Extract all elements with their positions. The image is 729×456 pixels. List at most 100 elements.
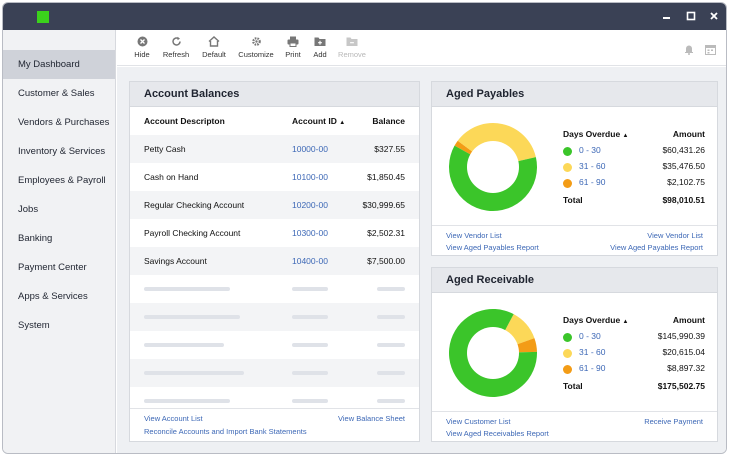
- range-link[interactable]: 61 - 90: [579, 177, 606, 187]
- view-aged-payables-report-link-right[interactable]: View Aged Payables Report: [610, 243, 703, 252]
- total-value: $175,502.75: [657, 381, 705, 391]
- bell-icon[interactable]: [683, 44, 695, 57]
- orange-dot-icon: [563, 365, 572, 374]
- total-row: Total $175,502.75: [563, 381, 705, 397]
- minimize-icon[interactable]: [659, 8, 675, 24]
- sidebar-item-system[interactable]: System: [18, 320, 50, 331]
- add-button[interactable]: Add: [309, 36, 331, 59]
- range-link[interactable]: 0 - 30: [579, 145, 601, 155]
- sidebar-item-inventory-services[interactable]: Inventory & Services: [18, 146, 106, 157]
- sidebar-item-jobs[interactable]: Jobs: [18, 204, 39, 215]
- amount-value: $35,476.50: [662, 161, 705, 171]
- sort-asc-icon: ▲: [339, 120, 346, 126]
- account-description: Savings Account: [144, 256, 207, 266]
- default-button[interactable]: Default: [199, 36, 229, 59]
- account-balance: $327.55: [374, 144, 405, 154]
- account-description: Cash on Hand: [144, 172, 199, 182]
- aged-payables-footer: View Vendor List View Vendor List View A…: [432, 225, 717, 255]
- customize-button[interactable]: Customize: [236, 36, 276, 59]
- remove-button[interactable]: Remove: [337, 36, 367, 59]
- range-link[interactable]: 0 - 30: [579, 331, 601, 341]
- sidebar-item-my-dashboard[interactable]: My Dashboard: [3, 50, 115, 79]
- col-days-overdue-label: Days Overdue: [563, 315, 621, 325]
- col-days-overdue[interactable]: Days Overdue ▲: [563, 315, 629, 325]
- table-row: Savings Account 10400-00 $7,500.00: [130, 247, 419, 275]
- view-account-list-link[interactable]: View Account List: [144, 414, 203, 423]
- account-balance: $1,850.45: [367, 172, 405, 182]
- default-label: Default: [202, 50, 226, 59]
- placeholder-row: [130, 387, 419, 415]
- green-dot-icon: [563, 333, 572, 342]
- table-row: Regular Checking Account 10200-00 $30,99…: [130, 191, 419, 219]
- col-amount[interactable]: Amount: [672, 129, 705, 139]
- col-days-overdue[interactable]: Days Overdue ▲: [563, 129, 629, 139]
- reconcile-accounts-link[interactable]: Reconcile Accounts and Import Bank State…: [144, 427, 307, 436]
- view-vendor-list-link[interactable]: View Vendor List: [446, 231, 502, 240]
- hide-button[interactable]: Hide: [131, 36, 153, 59]
- account-id-link[interactable]: 10000-00: [292, 144, 328, 154]
- range-link[interactable]: 31 - 60: [579, 347, 606, 357]
- legend-row: 0 - 30 $60,431.26: [563, 145, 705, 161]
- account-balances-footer: View Account List View Balance Sheet Rec…: [130, 408, 419, 441]
- add-folder-icon: [309, 36, 331, 48]
- title-bar: [3, 3, 726, 30]
- yellow-dot-icon: [563, 349, 572, 358]
- sidebar: My Dashboard Customer & Sales Vendors & …: [3, 30, 116, 453]
- aged-payables-panel: Aged Payables Days Overdue ▲ Amount 0 - …: [431, 81, 718, 256]
- close-icon[interactable]: [706, 8, 722, 24]
- view-balance-sheet-link[interactable]: View Balance Sheet: [338, 414, 405, 423]
- placeholder-row: [130, 303, 419, 331]
- view-customer-list-link[interactable]: View Customer List: [446, 417, 511, 426]
- refresh-button[interactable]: Refresh: [159, 36, 193, 59]
- account-balances-header: Account Descripton Account ID ▲ Balance: [130, 107, 419, 135]
- total-label: Total: [563, 381, 583, 391]
- account-id-link[interactable]: 10200-00: [292, 200, 328, 210]
- col-balance[interactable]: Balance: [372, 116, 405, 126]
- home-icon: [199, 36, 229, 48]
- sidebar-item-apps-services[interactable]: Apps & Services: [18, 291, 88, 302]
- account-balance: $7,500.00: [367, 256, 405, 266]
- sidebar-item-customer-sales[interactable]: Customer & Sales: [18, 88, 95, 99]
- account-id-link[interactable]: 10100-00: [292, 172, 328, 182]
- account-id-link[interactable]: 10400-00: [292, 256, 328, 266]
- legend-row: 31 - 60 $20,615.04: [563, 347, 705, 363]
- placeholder-row: [130, 275, 419, 303]
- placeholder-row: [130, 359, 419, 387]
- account-id-link[interactable]: 10300-00: [292, 228, 328, 238]
- account-description: Payroll Checking Account: [144, 228, 241, 238]
- receive-payment-link[interactable]: Receive Payment: [644, 417, 703, 426]
- sidebar-item-payment-center[interactable]: Payment Center: [18, 262, 87, 273]
- print-button[interactable]: Print: [282, 36, 304, 59]
- aged-receivable-footer: View Customer List Receive Payment View …: [432, 411, 717, 441]
- hide-icon: [131, 36, 153, 48]
- aged-payables-donut: [449, 123, 537, 211]
- print-icon: [282, 36, 304, 48]
- amount-value: $145,990.39: [657, 331, 705, 341]
- legend-row: 31 - 60 $35,476.50: [563, 161, 705, 177]
- view-vendor-list-link-right[interactable]: View Vendor List: [647, 231, 703, 240]
- sidebar-item-vendors-purchases[interactable]: Vendors & Purchases: [18, 117, 110, 128]
- sidebar-item-employees-payroll[interactable]: Employees & Payroll: [18, 175, 106, 186]
- aged-payables-title: Aged Payables: [432, 82, 717, 107]
- sidebar-item-banking[interactable]: Banking: [18, 233, 53, 244]
- table-row: Payroll Checking Account 10300-00 $2,502…: [130, 219, 419, 247]
- range-link[interactable]: 31 - 60: [579, 161, 606, 171]
- app-logo: [37, 11, 49, 23]
- calendar-icon[interactable]: [704, 44, 716, 57]
- col-account-description[interactable]: Account Descripton: [144, 116, 225, 126]
- view-aged-payables-report-link[interactable]: View Aged Payables Report: [446, 243, 539, 252]
- maximize-icon[interactable]: [683, 8, 699, 24]
- account-description: Petty Cash: [144, 144, 186, 154]
- col-amount[interactable]: Amount: [672, 315, 705, 325]
- account-balances-title: Account Balances: [130, 82, 419, 107]
- legend-row: 61 - 90 $8,897.32: [563, 363, 705, 381]
- view-aged-receivables-report-link[interactable]: View Aged Receivables Report: [446, 429, 549, 438]
- account-balances-panel: Account Balances Account Descripton Acco…: [129, 81, 420, 442]
- sort-asc-icon: ▲: [622, 133, 629, 139]
- dashboard-content: Account Balances Account Descripton Acco…: [117, 67, 726, 453]
- range-link[interactable]: 61 - 90: [579, 363, 606, 373]
- account-description: Regular Checking Account: [144, 200, 245, 210]
- col-account-id[interactable]: Account ID ▲: [292, 107, 345, 137]
- total-label: Total: [563, 195, 583, 205]
